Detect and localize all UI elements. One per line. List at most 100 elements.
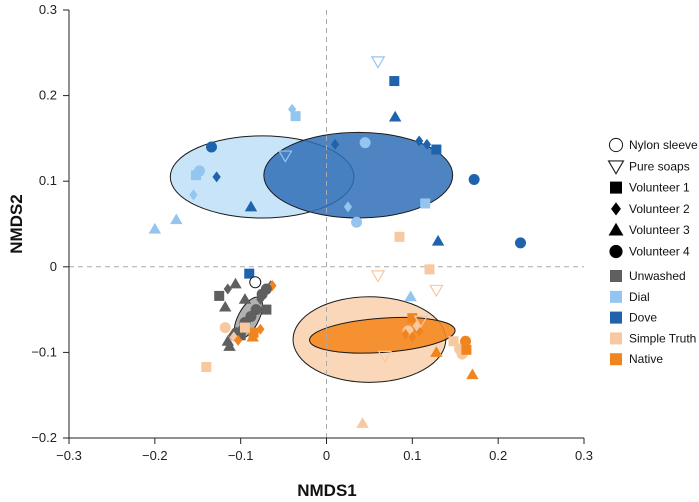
y-tick-label: 0.1 bbox=[39, 173, 57, 188]
data-point bbox=[330, 138, 340, 150]
legend-shape-label: Pure soaps bbox=[629, 159, 690, 173]
data-point bbox=[212, 171, 221, 183]
x-tick-label: −0.1 bbox=[228, 448, 254, 463]
data-point bbox=[413, 315, 429, 329]
data-point bbox=[290, 111, 301, 122]
data-point bbox=[359, 137, 371, 149]
y-tick-label: −0.2 bbox=[31, 430, 57, 445]
data-point bbox=[170, 213, 183, 225]
data-point bbox=[223, 283, 232, 295]
data-point bbox=[278, 150, 293, 163]
data-point bbox=[148, 222, 162, 234]
data-point bbox=[466, 368, 479, 380]
x-tick-label: 0.3 bbox=[575, 448, 593, 463]
y-tick-label: 0.2 bbox=[39, 88, 57, 103]
legend-shape-symbol bbox=[609, 244, 623, 259]
data-point bbox=[460, 335, 472, 347]
data-point bbox=[377, 350, 393, 364]
data-point bbox=[370, 270, 386, 283]
data-point bbox=[261, 304, 272, 315]
data-point bbox=[388, 110, 402, 122]
data-point bbox=[514, 237, 526, 249]
y-tick-label: −0.1 bbox=[31, 344, 57, 359]
data-point bbox=[401, 328, 410, 340]
data-point bbox=[422, 138, 432, 150]
data-point bbox=[461, 344, 472, 355]
legend-color-label: Native bbox=[629, 352, 663, 366]
data-point bbox=[389, 76, 400, 87]
data-point bbox=[189, 189, 198, 201]
legend-shape-symbol bbox=[608, 222, 624, 236]
legend-shape-symbol bbox=[611, 202, 621, 216]
y-axis-label: NMDS2 bbox=[7, 194, 26, 254]
data-point bbox=[246, 330, 259, 342]
x-tick-label: −0.3 bbox=[56, 448, 82, 463]
legend-shape-label: Nylon sleeve bbox=[629, 138, 698, 152]
y-tick-label: 0.3 bbox=[39, 2, 57, 17]
data-point bbox=[351, 216, 363, 228]
data-point bbox=[468, 173, 480, 185]
data-point bbox=[356, 417, 369, 428]
data-point bbox=[214, 290, 225, 301]
data-point bbox=[448, 336, 459, 347]
legend-color-label: Dove bbox=[629, 311, 657, 325]
x-tick-label: 0.1 bbox=[403, 448, 421, 463]
legend-shape-label: Volunteer 2 bbox=[629, 202, 690, 216]
data-point bbox=[431, 144, 442, 155]
legend-shape-label: Volunteer 4 bbox=[629, 245, 690, 259]
legend-color-swatch bbox=[610, 290, 622, 303]
data-point bbox=[235, 330, 246, 341]
data-point bbox=[244, 200, 258, 212]
data-point bbox=[415, 135, 424, 147]
data-point bbox=[244, 268, 255, 279]
data-point bbox=[229, 277, 242, 289]
legend-color-swatch bbox=[610, 353, 622, 366]
reference-lines bbox=[69, 10, 584, 438]
data-point bbox=[249, 276, 262, 289]
data-point bbox=[343, 201, 353, 213]
legend-shape-label: Volunteer 3 bbox=[629, 223, 690, 237]
x-tick-label: 0 bbox=[323, 448, 330, 463]
legend-shape-symbol bbox=[607, 160, 625, 175]
data-point bbox=[420, 198, 431, 209]
data-point bbox=[431, 234, 445, 246]
data-points bbox=[148, 56, 526, 428]
legend-color-swatch bbox=[610, 332, 622, 345]
data-point bbox=[201, 361, 212, 372]
data-point bbox=[219, 300, 232, 312]
data-point bbox=[191, 170, 202, 181]
legend: Nylon sleeve Pure soaps Volunteer 1 Volunte… bbox=[607, 137, 698, 366]
legend-shape-symbol bbox=[610, 181, 622, 194]
x-tick-label: 0.2 bbox=[489, 448, 507, 463]
data-point bbox=[205, 141, 217, 153]
legend-color-label: Dial bbox=[629, 290, 650, 304]
data-point bbox=[288, 103, 297, 115]
data-point bbox=[407, 313, 418, 324]
legend-shape-symbol bbox=[608, 137, 624, 153]
legend-color-swatch bbox=[610, 311, 622, 324]
data-point bbox=[233, 334, 243, 346]
axes: −0.3 −0.2 −0.1 0 0.1 0.2 0.3 −0.2 −0.1 0 0.1 0.2 0.3 bbox=[31, 2, 593, 463]
data-point bbox=[424, 264, 435, 275]
y-tick-label: 0 bbox=[50, 259, 57, 274]
data-point bbox=[256, 323, 265, 335]
legend-color-swatch bbox=[610, 270, 622, 282]
data-point bbox=[239, 322, 250, 333]
data-point bbox=[223, 340, 236, 351]
data-point bbox=[408, 331, 417, 343]
data-point bbox=[404, 290, 417, 302]
data-point bbox=[219, 322, 231, 334]
legend-color-label: Unwashed bbox=[629, 269, 686, 283]
data-point bbox=[238, 293, 252, 304]
legend-color-label: Simple Truth bbox=[629, 331, 696, 345]
confidence-ellipses bbox=[169, 131, 456, 383]
data-point bbox=[370, 56, 386, 69]
data-point bbox=[430, 346, 443, 357]
x-tick-label: −0.2 bbox=[142, 448, 168, 463]
data-point bbox=[394, 231, 405, 242]
legend-shape-label: Volunteer 1 bbox=[629, 181, 690, 195]
data-point bbox=[429, 284, 444, 298]
x-axis-label: NMDS1 bbox=[297, 481, 357, 500]
data-point bbox=[256, 293, 265, 305]
